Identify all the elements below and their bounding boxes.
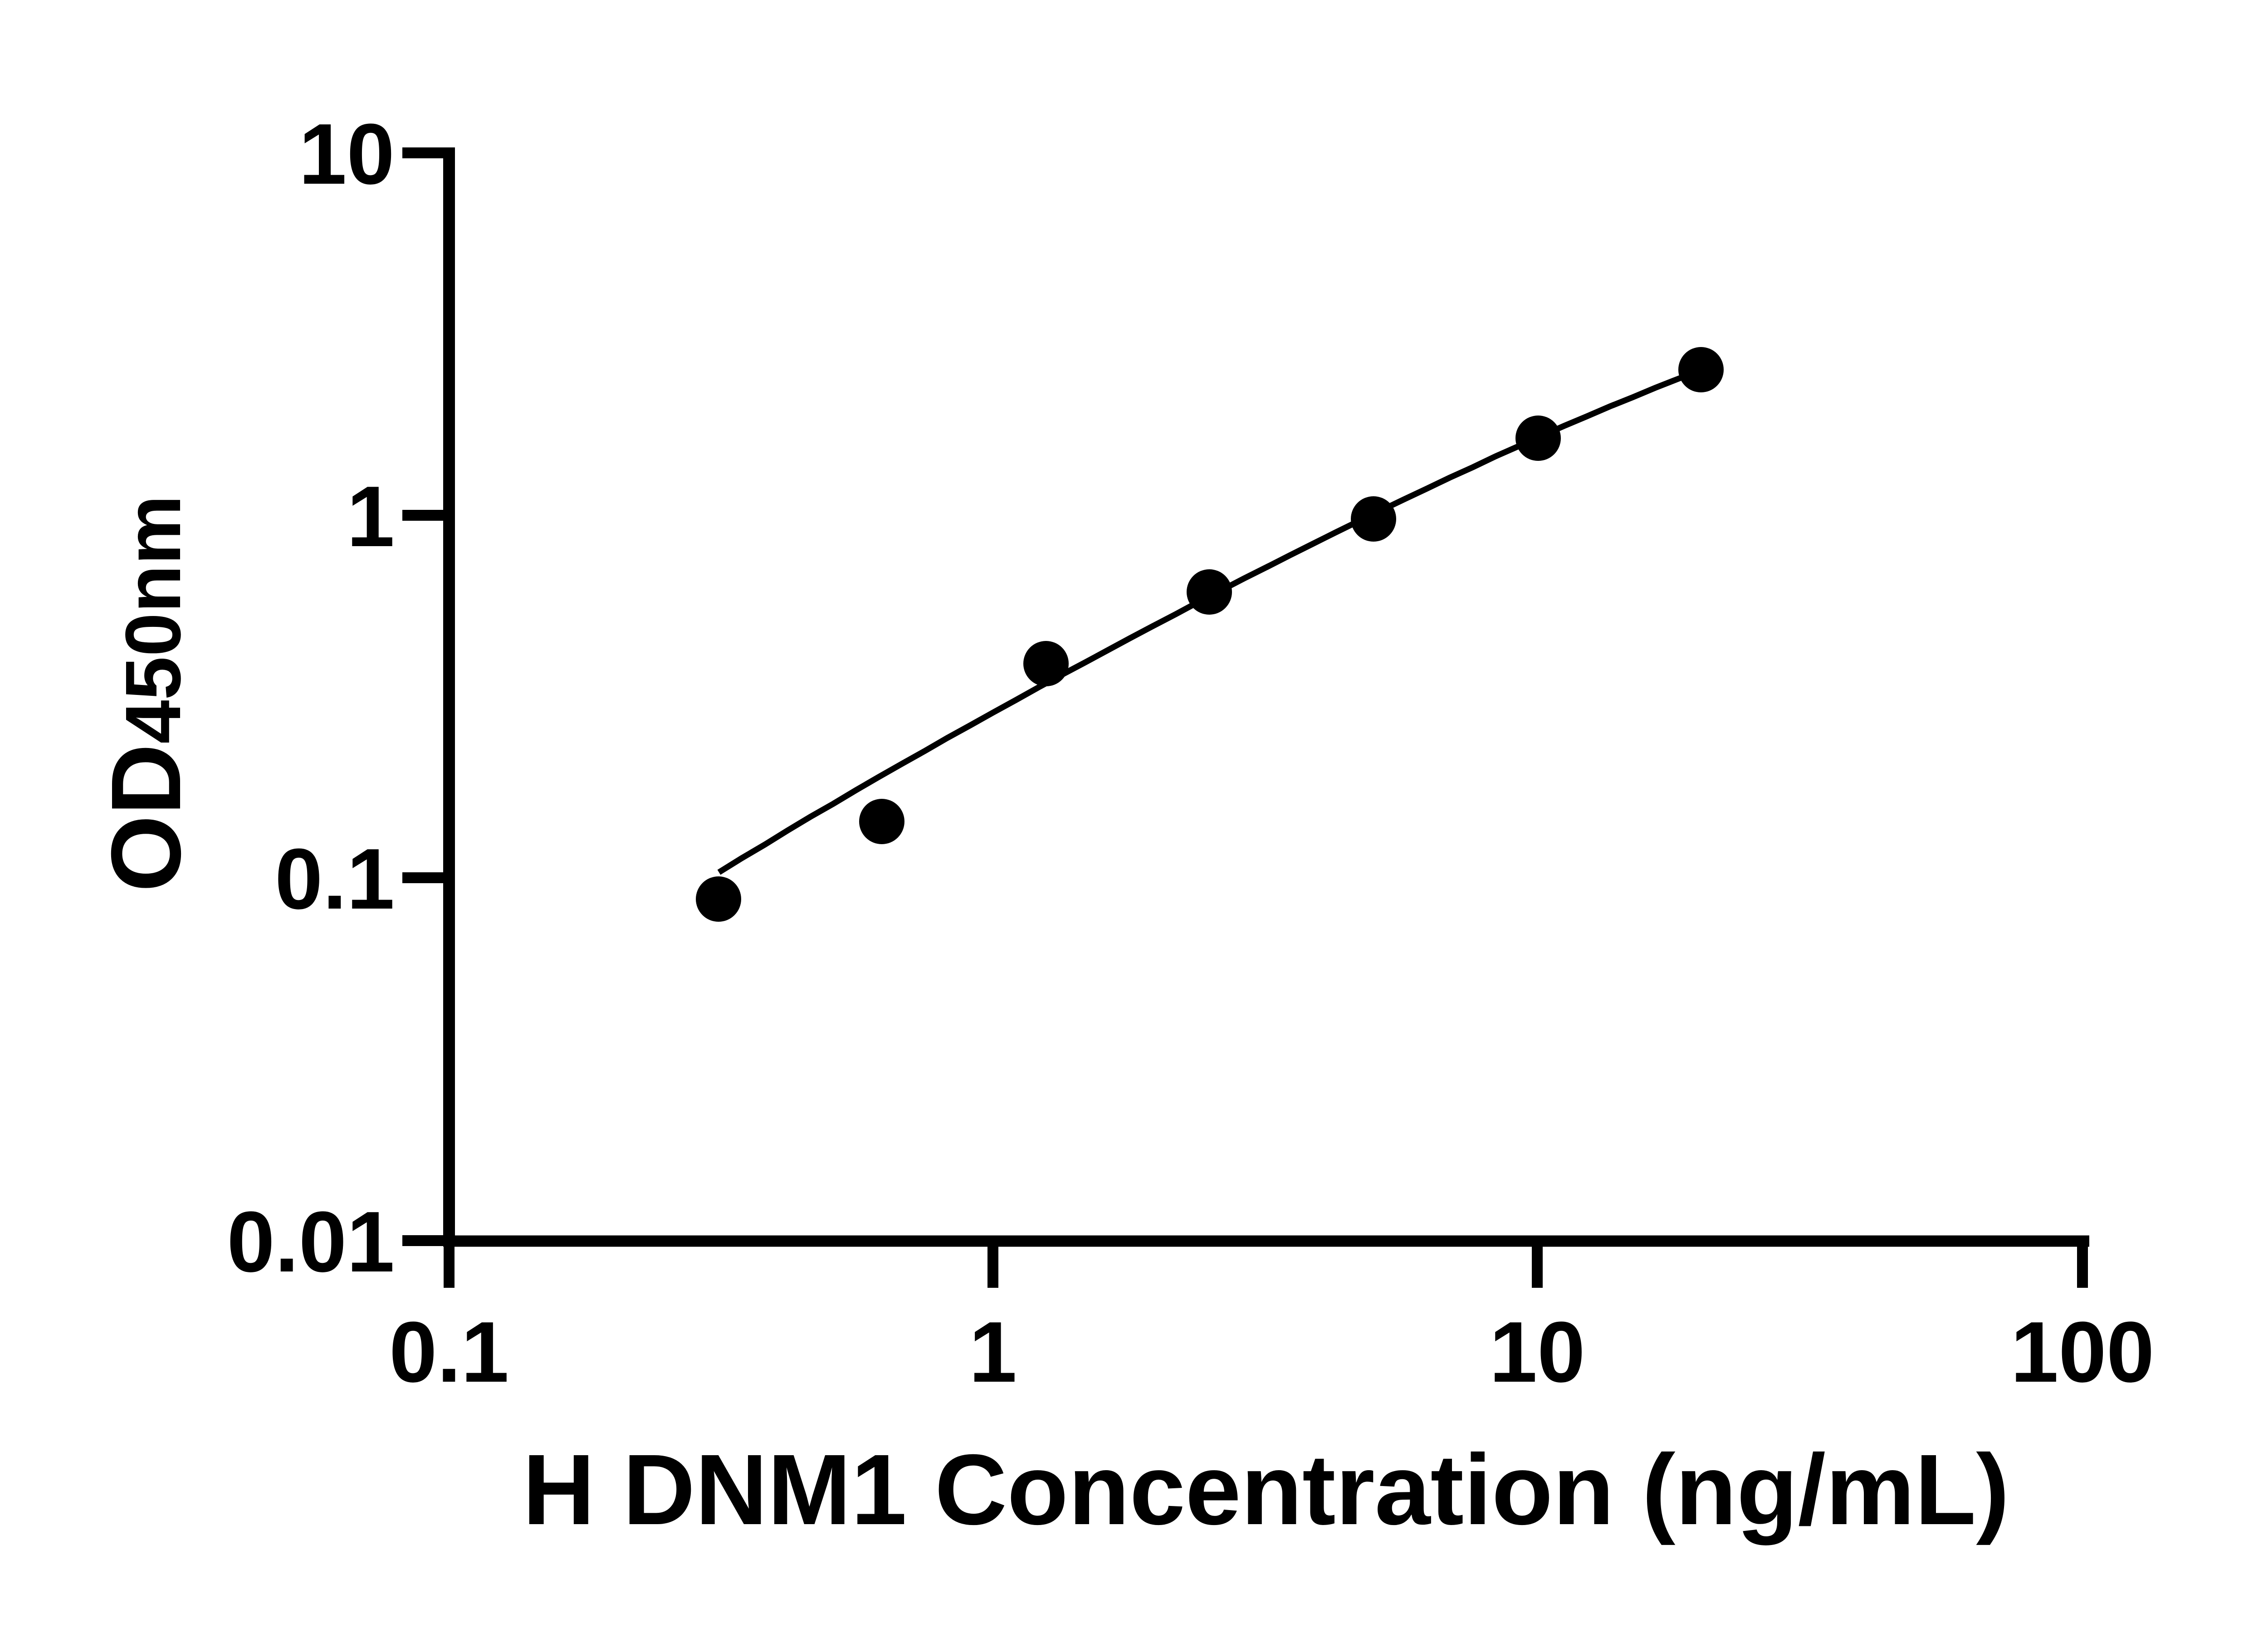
svg-text:0.1: 0.1 <box>389 1304 509 1400</box>
svg-text:1: 1 <box>969 1304 1017 1400</box>
svg-text:H DNM1 Concentration (ng/mL): H DNM1 Concentration (ng/mL) <box>523 1433 2009 1545</box>
svg-text:10: 10 <box>299 106 395 202</box>
svg-text:0.01: 0.01 <box>227 1194 395 1290</box>
svg-text:0.1: 0.1 <box>275 831 395 927</box>
svg-text:1: 1 <box>347 469 395 565</box>
svg-text:OD450nm: OD450nm <box>91 495 201 892</box>
svg-text:10: 10 <box>1489 1304 1585 1400</box>
svg-text:100: 100 <box>2010 1304 2154 1400</box>
